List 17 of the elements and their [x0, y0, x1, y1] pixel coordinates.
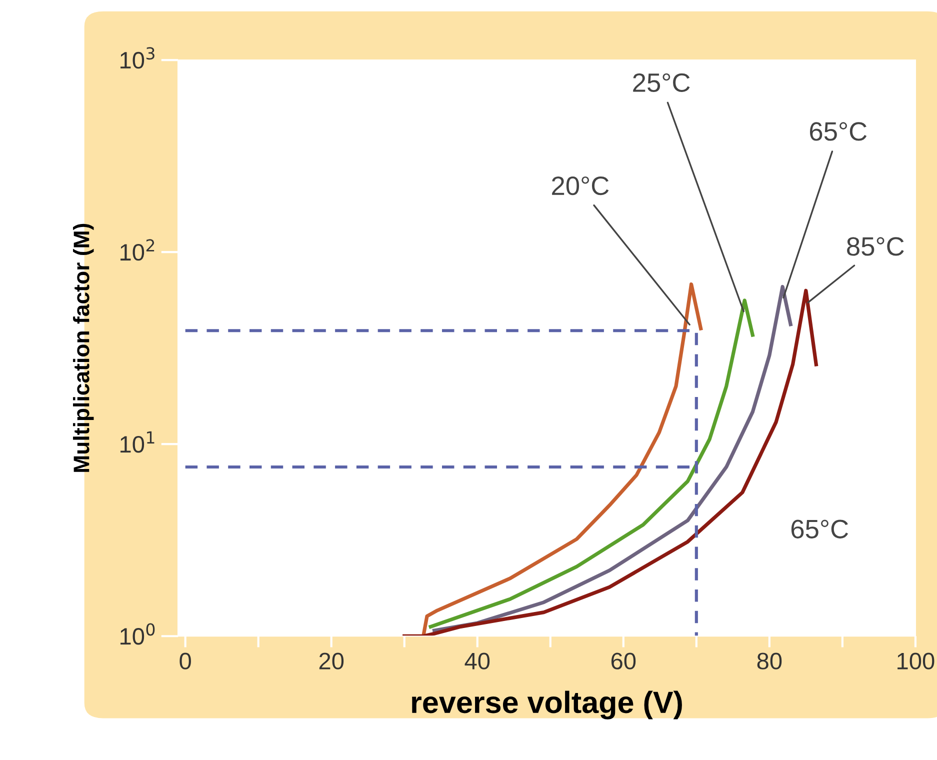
text: 85°C: [847, 237, 904, 256]
x-tick-label: 40: [464, 652, 490, 670]
x-tick-label: 20: [319, 652, 344, 670]
text: 20°C: [552, 176, 609, 196]
y-axis-title: Multiplication factor (M): [73, 224, 94, 472]
text: 65°C: [810, 122, 867, 141]
x-tick-label: 60: [611, 652, 636, 670]
y-tick-label: 10$^{3}$: [120, 47, 154, 69]
x-tick-label: 100: [898, 652, 934, 670]
x-tick-label: 80: [757, 652, 782, 670]
y-tick-label: 10$^{0}$: [120, 623, 155, 645]
x-tick-label: 0: [180, 652, 191, 670]
annotation: 65°C: [791, 520, 848, 538]
x-axis-title: reverse voltage (V): [412, 690, 682, 720]
y-tick-label: 10$^{2}$: [120, 239, 154, 261]
text: 25°C: [633, 73, 690, 92]
y-tick-label: 10$^{1}$: [120, 431, 154, 453]
